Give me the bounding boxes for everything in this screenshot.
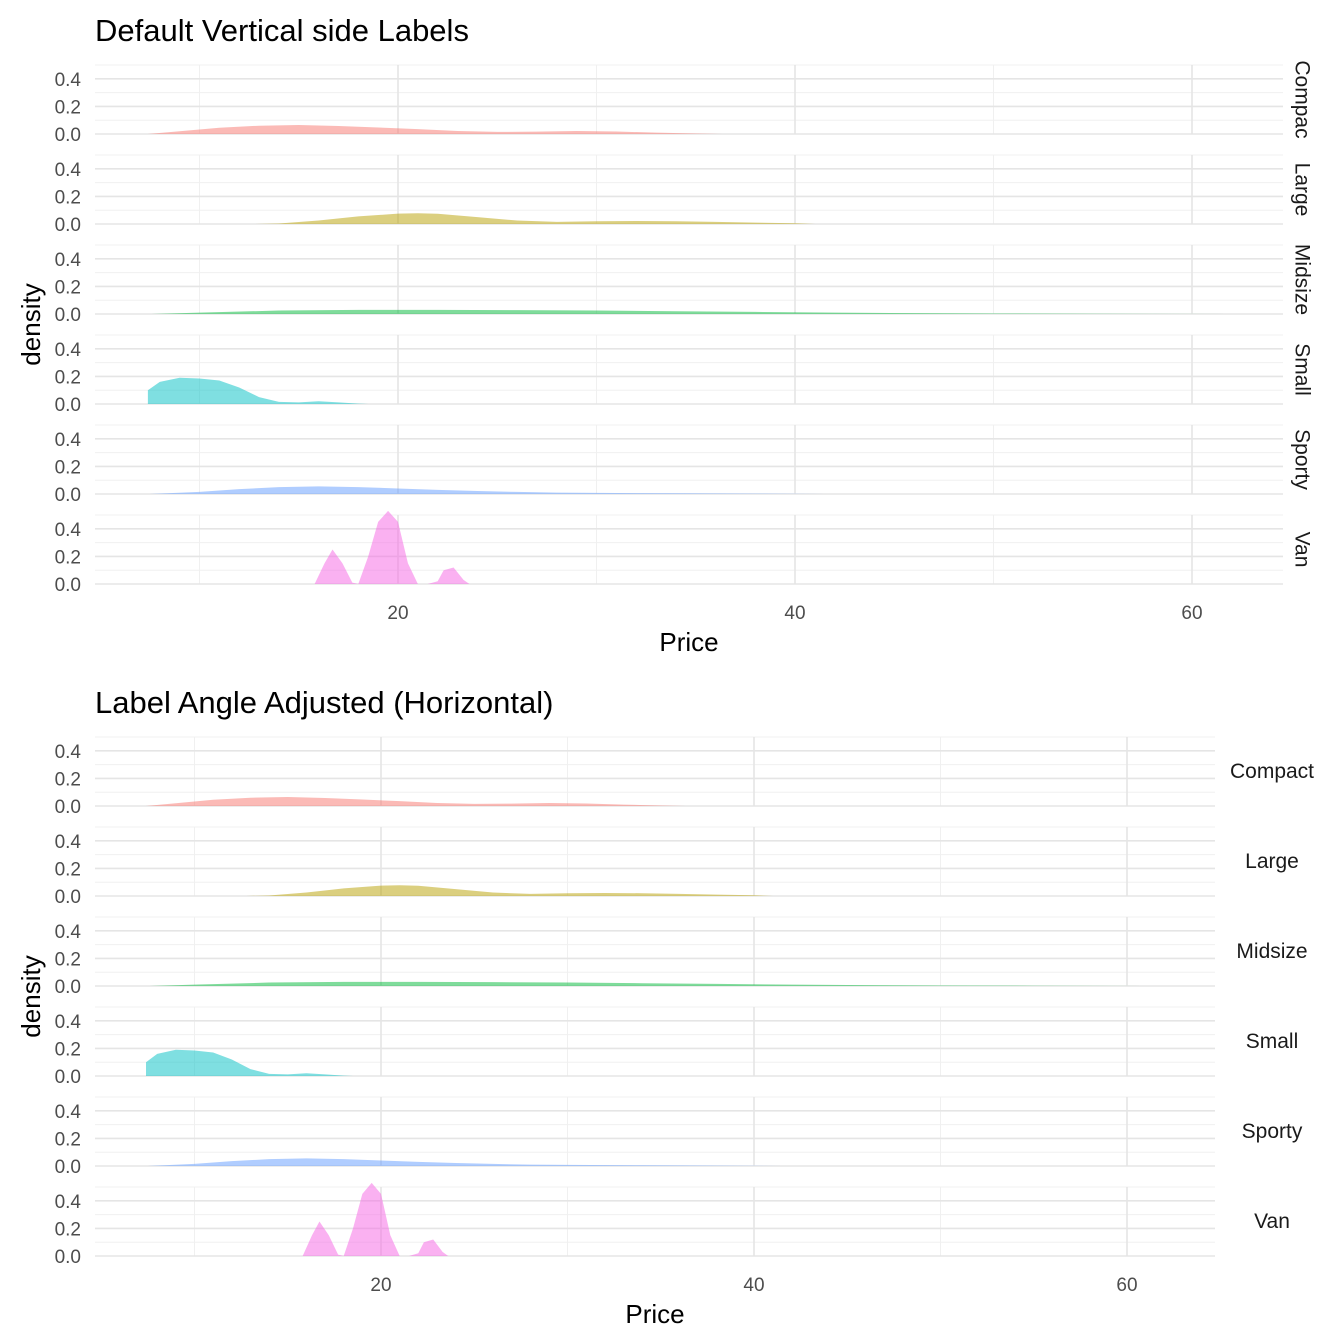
panel-sporty: 0.0 0.2 0.4 Sporty [55, 424, 1314, 506]
chart-2: Label Angle Adjusted (Horizontal)0.00.20… [16, 685, 1314, 1329]
panel-compact: 0.0 0.2 0.4 Compac [55, 60, 1314, 146]
y-tick-label: 0.4 [55, 520, 82, 541]
y-tick-label: 0.4 [55, 1192, 82, 1213]
y-tick-label: 0.0 [55, 1157, 81, 1178]
y-tick-label: 0.2 [55, 367, 81, 388]
strip-label: Small [1291, 343, 1314, 396]
strip-label: Sporty [1291, 429, 1314, 490]
strip-label: Large [1291, 163, 1314, 217]
panel-compact: 0.0 0.2 0.4 Compact [55, 736, 1314, 818]
x-tick-label: 20 [370, 1275, 391, 1296]
panel-sporty: 0.0 0.2 0.4 Sporty [55, 1096, 1303, 1178]
y-tick-label: 0.0 [55, 395, 81, 416]
x-tick-label: 20 [387, 603, 408, 624]
y-tick-label: 0.2 [55, 769, 81, 790]
y-tick-label: 0.2 [55, 1129, 81, 1150]
density-area-van [302, 1182, 449, 1256]
y-tick-label: 0.2 [55, 1219, 81, 1240]
y-axis-title: density [16, 955, 46, 1037]
y-tick-label: 0.4 [55, 430, 82, 451]
density-area-small [147, 377, 369, 404]
strip-label: Van [1254, 1210, 1290, 1233]
y-tick-label: 0.4 [55, 340, 82, 361]
x-tick-label: 60 [1116, 1275, 1137, 1296]
y-tick-label: 0.0 [55, 887, 81, 908]
chart-1: Default Vertical side Labels 0.0 0.2 0.4 Com… [16, 13, 1314, 657]
density-area-sporty [147, 1158, 782, 1166]
strip-label: Midsize [1236, 940, 1307, 963]
panel-van: 0.0 0.2 0.4 Van [55, 1182, 1290, 1268]
y-tick-label: 0.4 [55, 1012, 82, 1033]
y-tick-label: 0.4 [55, 922, 82, 943]
x-tick-label: 40 [784, 603, 805, 624]
y-tick-label: 0.0 [55, 305, 81, 326]
y-tick-label: 0.2 [55, 859, 81, 880]
panel-midsize: 0.0 0.2 0.4 Midsize [55, 244, 1314, 326]
chart-title: Default Vertical side Labels [95, 13, 469, 48]
y-tick-label: 0.4 [55, 742, 82, 763]
y-tick-label: 0.2 [55, 457, 81, 478]
strip-label: Sporty [1242, 1120, 1303, 1143]
y-tick-label: 0.2 [55, 547, 81, 568]
y-tick-label: 0.2 [55, 1039, 81, 1060]
y-axis-title: density [16, 283, 46, 365]
chart-title: Label Angle Adjusted (Horizontal) [95, 685, 553, 720]
density-area-small [146, 1049, 354, 1076]
y-tick-label: 0.0 [55, 977, 81, 998]
x-axis-title: Price [625, 1299, 684, 1329]
density-area-midsize [151, 309, 1232, 314]
panel-van: 0.0 0.2 0.4 Van [55, 510, 1314, 596]
density-area-compact [146, 797, 685, 806]
panel-small: 0.0 0.2 0.4 Small [55, 1006, 1299, 1088]
y-tick-label: 0.4 [55, 160, 82, 181]
y-tick-label: 0.0 [55, 485, 81, 506]
panel-small: 0.0 0.2 0.4 Small [55, 334, 1314, 416]
strip-label: Compact [1230, 760, 1314, 783]
strip-label: Van [1291, 532, 1314, 568]
y-tick-label: 0.4 [55, 250, 82, 271]
y-tick-label: 0.4 [55, 832, 82, 853]
y-tick-label: 0.0 [55, 125, 81, 146]
y-tick-label: 0.2 [55, 187, 81, 208]
strip-label: Midsize [1291, 244, 1314, 315]
panel-midsize: 0.0 0.2 0.4 Midsize [55, 916, 1308, 998]
x-axis-title: Price [659, 627, 718, 657]
density-area-midsize [149, 981, 1165, 986]
y-tick-label: 0.2 [55, 949, 81, 970]
y-tick-label: 0.0 [55, 1247, 81, 1268]
strip-label: Small [1246, 1030, 1299, 1053]
density-area-van [314, 510, 470, 584]
density-area-compact [147, 125, 722, 134]
y-tick-label: 0.0 [55, 215, 81, 236]
y-tick-label: 0.0 [55, 1067, 81, 1088]
density-area-large [255, 213, 815, 224]
x-tick-label: 40 [743, 1275, 764, 1296]
y-tick-label: 0.2 [55, 97, 81, 118]
y-tick-label: 0.4 [55, 1102, 82, 1123]
y-tick-label: 0.4 [55, 70, 82, 91]
strip-label: Large [1245, 850, 1299, 873]
panel-large: 0.0 0.2 0.4 Large [55, 826, 1299, 908]
density-area-large [246, 885, 773, 896]
strip-label: Compac [1291, 60, 1314, 138]
y-tick-label: 0.0 [55, 575, 81, 596]
panel-large: 0.0 0.2 0.4 Large [55, 154, 1314, 236]
x-tick-label: 60 [1181, 603, 1202, 624]
y-tick-label: 0.0 [55, 797, 81, 818]
density-area-sporty [149, 486, 825, 494]
y-tick-label: 0.2 [55, 277, 81, 298]
